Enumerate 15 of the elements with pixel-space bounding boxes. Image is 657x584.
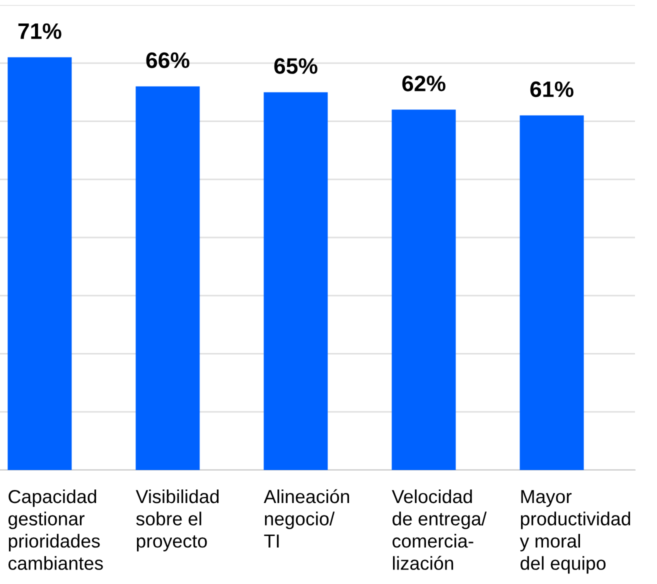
- x-tick-label: Velocidad de entrega/ comercia- lización: [392, 489, 487, 570]
- x-tick-label: Capacidad gestionar prioridades cambiantes: [8, 489, 103, 570]
- bar: [264, 92, 328, 470]
- data-label: 71%: [18, 23, 62, 39]
- bar: [136, 86, 200, 470]
- bar: [392, 110, 456, 470]
- x-tick-label: Alineación negocio/ TI: [264, 489, 350, 548]
- x-tick-label: Visibilidad sobre el proyecto: [136, 489, 219, 552]
- data-label: 66%: [146, 52, 190, 68]
- data-label: 65%: [274, 58, 318, 74]
- data-label: 62%: [402, 76, 446, 92]
- bar: [520, 115, 584, 470]
- bar: [8, 57, 72, 470]
- data-label: 61%: [530, 81, 574, 98]
- x-tick-label: Mayor productividad y moral del equipo: [520, 490, 630, 574]
